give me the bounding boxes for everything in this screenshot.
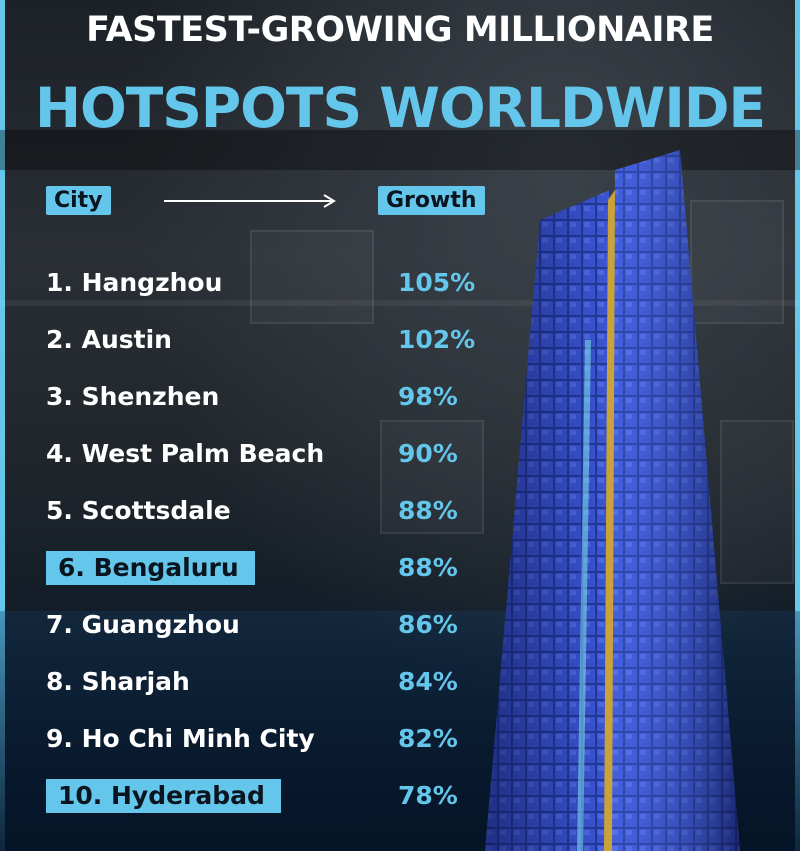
- highlighted-city-label: 10. Hyderabad: [46, 779, 281, 813]
- city-label: 5. Scottsdale: [46, 496, 231, 525]
- right-accent-border: [795, 0, 800, 851]
- city-label: 1. Hangzhou: [46, 268, 223, 297]
- city-label: 9. Ho Chi Minh City: [46, 724, 315, 753]
- city-label: 2. Austin: [46, 325, 172, 354]
- highlighted-city-label: 6. Bengaluru: [46, 551, 255, 585]
- growth-value: 88%: [398, 496, 458, 525]
- title-line-2: HOTSPOTS WORLDWIDE: [34, 76, 766, 140]
- column-header-city: City: [46, 186, 111, 215]
- growth-value: 88%: [398, 553, 458, 582]
- growth-value: 84%: [398, 667, 458, 696]
- city-label: 7. Guangzhou: [46, 610, 240, 639]
- city-label: 8. Sharjah: [46, 667, 190, 696]
- growth-value: 86%: [398, 610, 458, 639]
- city-label: 4. West Palm Beach: [46, 439, 325, 468]
- arrow-right-icon: [164, 194, 336, 208]
- column-header-growth: Growth: [378, 186, 485, 215]
- growth-value: 82%: [398, 724, 458, 753]
- growth-value: 105%: [398, 268, 476, 297]
- left-accent-border: [0, 0, 5, 851]
- growth-value: 98%: [398, 382, 458, 411]
- growth-value: 78%: [398, 781, 458, 810]
- city-label: 3. Shenzhen: [46, 382, 220, 411]
- growth-value: 102%: [398, 325, 476, 354]
- skyscraper-illustration: [485, 150, 740, 851]
- growth-value: 90%: [398, 439, 458, 468]
- title-line-1: FASTEST-GROWING MILLIONAIRE: [86, 10, 714, 50]
